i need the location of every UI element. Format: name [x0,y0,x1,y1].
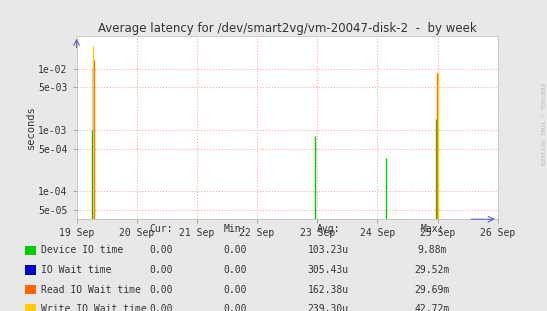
Text: 42.72m: 42.72m [415,304,450,311]
Text: 0.00: 0.00 [224,245,247,255]
Text: 0.00: 0.00 [224,285,247,295]
Text: 0.00: 0.00 [224,265,247,275]
Text: 29.69m: 29.69m [415,285,450,295]
Text: Device IO time: Device IO time [41,245,123,255]
Y-axis label: seconds: seconds [25,106,36,149]
Text: IO Wait time: IO Wait time [41,265,112,275]
Text: Write IO Wait time: Write IO Wait time [41,304,147,311]
Text: 0.00: 0.00 [150,304,173,311]
Text: Min:: Min: [224,224,247,234]
Text: 9.88m: 9.88m [417,245,447,255]
Text: 0.00: 0.00 [150,265,173,275]
Text: 239.30u: 239.30u [307,304,349,311]
Text: Read IO Wait time: Read IO Wait time [41,285,141,295]
Title: Average latency for /dev/smart2vg/vm-20047-disk-2  -  by week: Average latency for /dev/smart2vg/vm-200… [98,21,476,35]
Text: 305.43u: 305.43u [307,265,349,275]
Text: 0.00: 0.00 [150,285,173,295]
Text: 0.00: 0.00 [224,304,247,311]
Text: 162.38u: 162.38u [307,285,349,295]
Text: 29.52m: 29.52m [415,265,450,275]
Text: RRDTOOL / TOBI OETIKER: RRDTOOL / TOBI OETIKER [539,83,544,166]
Text: 0.00: 0.00 [150,245,173,255]
Text: 103.23u: 103.23u [307,245,349,255]
Text: Max:: Max: [421,224,444,234]
Text: Avg:: Avg: [317,224,340,234]
Text: Cur:: Cur: [150,224,173,234]
